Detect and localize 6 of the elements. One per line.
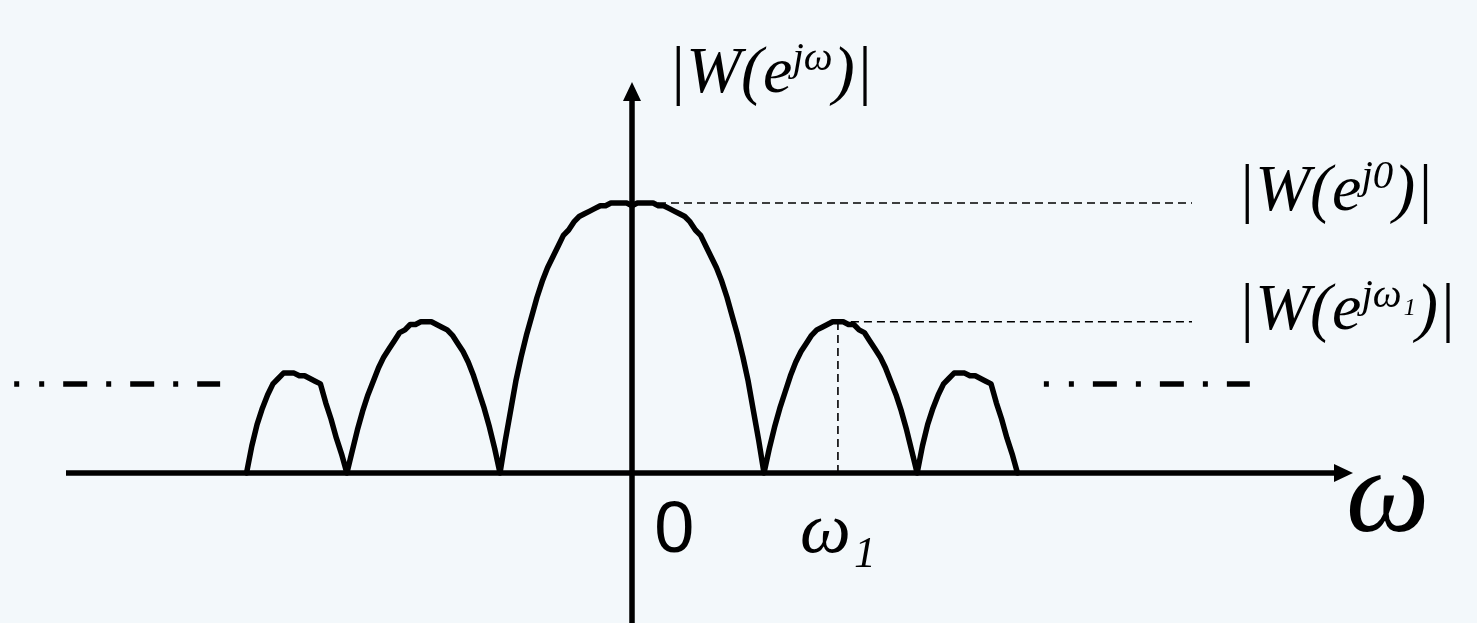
ref-line-label: |W(e$^{j0}$)| — [1237, 151, 1434, 225]
x-tick-label: 0 — [654, 487, 695, 567]
x-tick-label: ω₁ — [800, 488, 876, 568]
x-axis-title: ω — [1346, 426, 1430, 557]
ref-line-label: |W(e$^{jω₁}$)| — [1237, 269, 1456, 344]
y-axis-title: |W(e$^{jω}$)| — [668, 33, 873, 107]
